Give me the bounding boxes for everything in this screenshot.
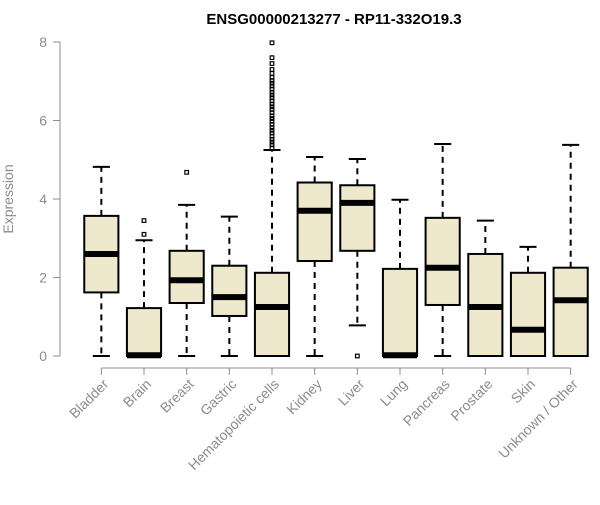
outlier-point [269,40,275,46]
box-plot-unknown-other [552,143,589,357]
outlier-point [141,218,147,223]
box [253,271,291,358]
x-tick-label: Prostate [447,376,495,424]
box-plot-brain [125,218,163,359]
outlier-point [269,61,275,66]
x-tick-label: Bladder [66,376,112,422]
outlier-point [269,118,275,124]
box-plot-hematopoietic-cells [253,40,291,358]
outlier-point [269,116,275,121]
y-tick-label: 6 [39,113,47,129]
box [168,249,205,305]
x-tick-label: Liver [335,376,368,409]
x-tick-label: Brain [120,376,154,410]
outlier-point [269,67,275,72]
outlier-point [269,92,275,98]
chart-title: ENSG00000213277 - RP11-332O19.3 [206,11,461,28]
box-plot-kidney [296,156,333,357]
box [509,271,547,358]
x-tick-label: Skin [508,376,539,407]
box [339,184,376,252]
box [125,307,163,357]
box-plot-breast [168,169,205,357]
outlier-point [269,70,275,76]
x-tick-label: Kidney [283,376,325,418]
y-tick-label: 0 [39,348,47,364]
y-axis: 0 2 4 6 8 [39,34,61,364]
box-plot-bladder [83,165,120,357]
box-plot-prostate [467,219,504,357]
outlier-point [269,130,275,136]
box-plot-gastric [211,215,248,357]
box-plots [83,40,589,359]
y-tick-label: 8 [39,34,47,50]
x-tick-label: Gastric [197,376,240,419]
box [296,181,333,263]
outlier-point [269,139,275,145]
box-plot-pancreas [424,143,461,357]
outlier-point [269,80,275,86]
box [211,264,248,317]
x-tick-label: Unknown / Other [495,376,581,462]
outlier-point [269,142,275,148]
x-tick-label: Pancreas [400,376,453,429]
outlier-point [141,231,147,237]
outlier-point [354,353,360,359]
outlier-point [269,83,275,89]
y-tick-label: 2 [39,270,47,286]
box [424,216,461,306]
y-axis-label: Expression [0,164,16,233]
outlier-point [269,127,275,133]
outlier-point [184,169,190,175]
outlier-point [269,55,275,61]
outlier-point [269,74,275,80]
outlier-point [269,104,275,110]
outlier-point [269,107,275,112]
box-plot-skin [509,245,547,358]
box-plot-lung [381,198,419,359]
outlier-point [269,95,275,101]
y-tick-label: 4 [39,191,47,207]
x-tick-label: Lung [377,376,410,409]
x-tick-label: Breast [157,376,197,416]
box [552,266,589,357]
box [381,267,419,357]
box-plot-liver [339,157,376,359]
